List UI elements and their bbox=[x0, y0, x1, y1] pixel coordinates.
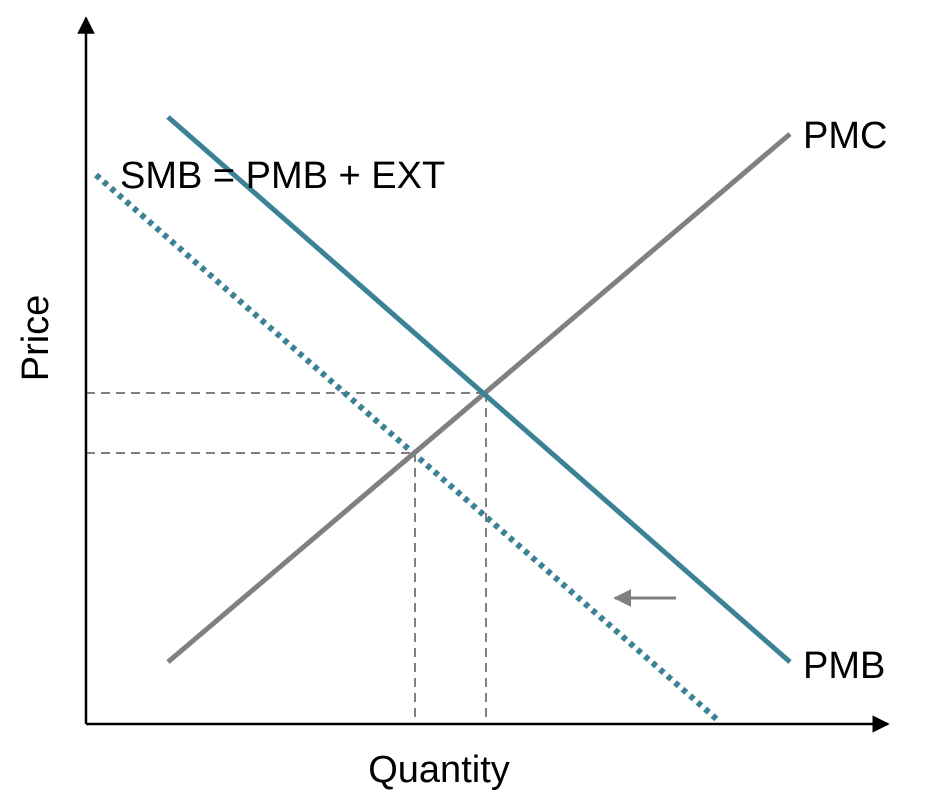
smb-curve bbox=[94, 172, 722, 725]
x-axis-label: Quantity bbox=[368, 749, 510, 791]
smb-label: SMB = PMB + EXT bbox=[120, 155, 445, 197]
y-axis-label: Price bbox=[15, 295, 57, 382]
pmc-curve bbox=[166, 132, 792, 664]
pmc-label: PMC bbox=[803, 115, 887, 157]
pmb-curve bbox=[166, 115, 792, 664]
pmb-label: PMB bbox=[803, 645, 885, 687]
